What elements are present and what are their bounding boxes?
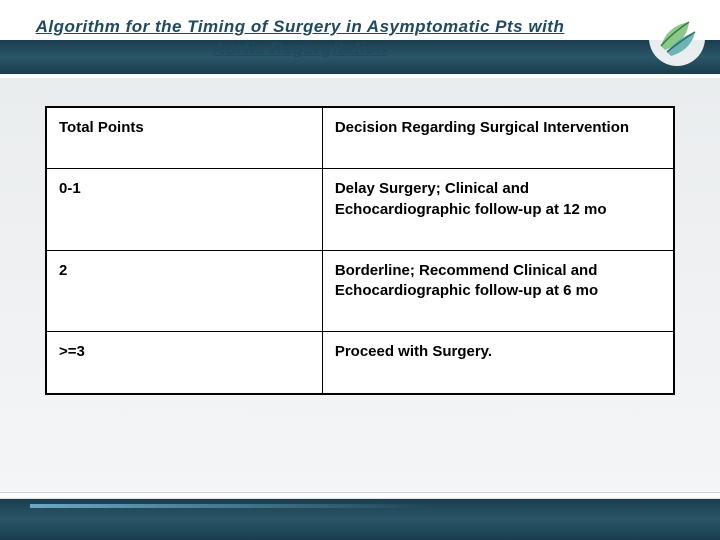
footer-bar xyxy=(0,498,720,540)
leaf-logo-icon xyxy=(646,8,708,68)
header-bar: Algorithm for the Timing of Surgery in A… xyxy=(0,0,720,78)
table-row: 0-1 Delay Surgery; Clinical and Echocard… xyxy=(46,169,674,251)
table-row: 2 Borderline; Recommend Clinical and Ech… xyxy=(46,250,674,332)
col-header-decision: Decision Regarding Surgical Intervention xyxy=(322,107,674,169)
table-row: >=3 Proceed with Surgery. xyxy=(46,332,674,394)
cell-points: 2 xyxy=(46,250,322,332)
cell-decision: Delay Surgery; Clinical and Echocardiogr… xyxy=(322,169,674,251)
page-title: Algorithm for the Timing of Surgery in A… xyxy=(30,16,570,60)
decision-table: Total Points Decision Regarding Surgical… xyxy=(45,106,675,395)
main-content: Total Points Decision Regarding Surgical… xyxy=(0,78,720,395)
col-header-points: Total Points xyxy=(46,107,322,169)
table-header-row: Total Points Decision Regarding Surgical… xyxy=(46,107,674,169)
cell-points: >=3 xyxy=(46,332,322,394)
cell-decision: Borderline; Recommend Clinical and Echoc… xyxy=(322,250,674,332)
cell-decision: Proceed with Surgery. xyxy=(322,332,674,394)
cell-points: 0-1 xyxy=(46,169,322,251)
